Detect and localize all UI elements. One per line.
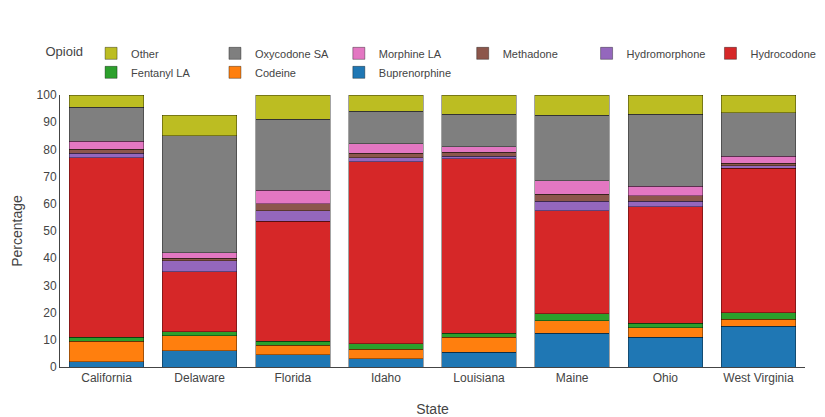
svg-text:50: 50 — [43, 224, 57, 238]
svg-text:Hydrocodone: Hydrocodone — [750, 48, 815, 60]
svg-text:Fentanyl LA: Fentanyl LA — [131, 67, 190, 79]
svg-text:60: 60 — [43, 197, 57, 211]
svg-text:Buprenorphine: Buprenorphine — [379, 67, 451, 79]
svg-text:30: 30 — [43, 279, 57, 293]
svg-text:Codeine: Codeine — [255, 67, 296, 79]
svg-text:40: 40 — [43, 251, 57, 265]
svg-text:70: 70 — [43, 170, 57, 184]
svg-text:0: 0 — [50, 360, 57, 374]
svg-text:Morphine LA: Morphine LA — [379, 48, 442, 60]
svg-text:West Virginia: West Virginia — [723, 371, 794, 385]
svg-text:Maine: Maine — [556, 371, 589, 385]
svg-text:Idaho: Idaho — [371, 371, 401, 385]
svg-text:Florida: Florida — [274, 371, 311, 385]
svg-text:Opioid: Opioid — [46, 44, 84, 59]
svg-text:Other: Other — [131, 48, 159, 60]
svg-text:Louisiana: Louisiana — [453, 371, 505, 385]
svg-text:Hydromorphone: Hydromorphone — [627, 48, 706, 60]
svg-text:Delaware: Delaware — [174, 371, 225, 385]
svg-text:Oxycodone SA: Oxycodone SA — [255, 48, 329, 60]
svg-text:90: 90 — [43, 115, 57, 129]
svg-text:20: 20 — [43, 306, 57, 320]
svg-text:Percentage: Percentage — [9, 195, 25, 267]
svg-text:California: California — [81, 371, 132, 385]
svg-text:Ohio: Ohio — [653, 371, 679, 385]
svg-text:80: 80 — [43, 143, 57, 157]
svg-text:100: 100 — [37, 88, 57, 102]
svg-text:State: State — [416, 401, 449, 417]
svg-text:Methadone: Methadone — [503, 48, 558, 60]
svg-text:10: 10 — [43, 333, 57, 347]
